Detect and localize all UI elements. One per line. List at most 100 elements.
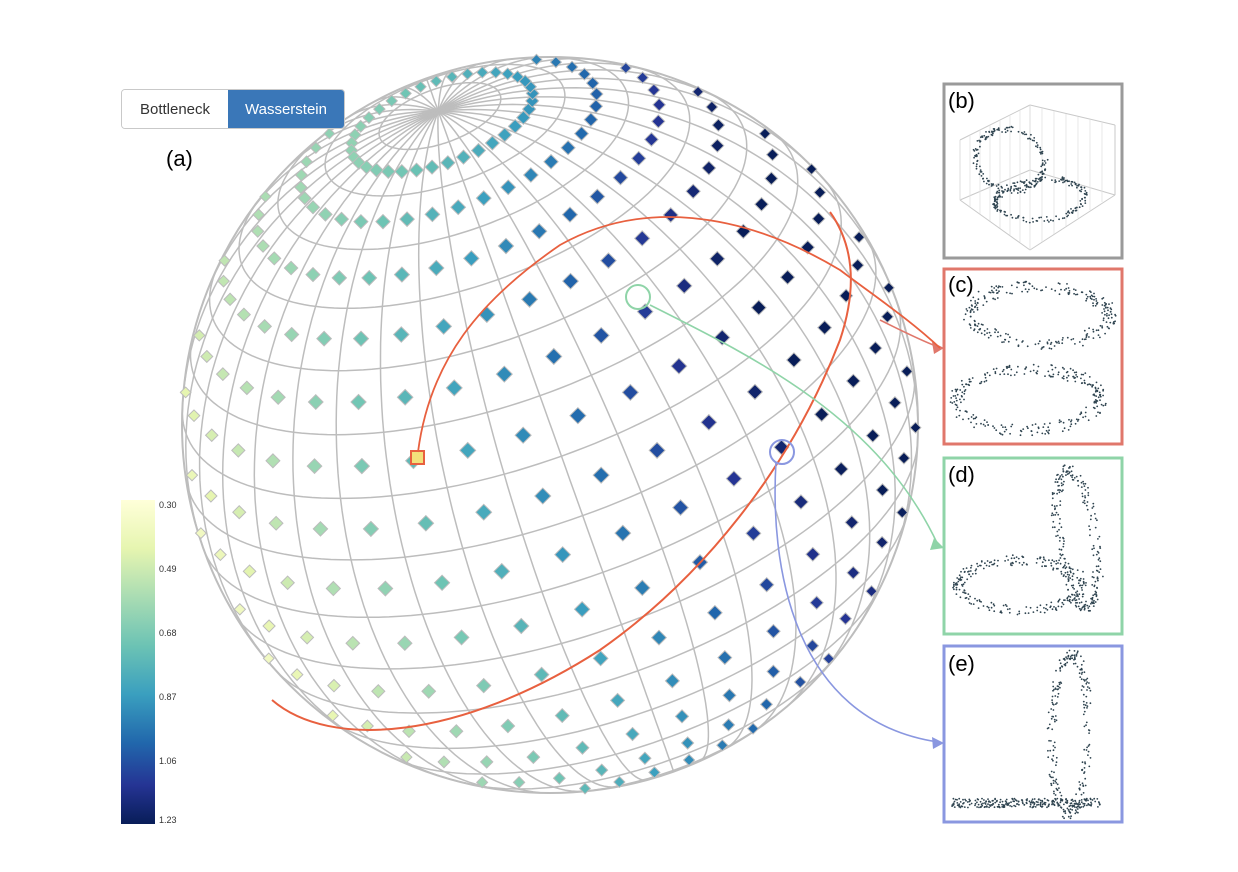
sample-marker[interactable] bbox=[408, 162, 425, 178]
sample-marker[interactable] bbox=[424, 159, 440, 175]
sample-marker[interactable] bbox=[897, 451, 911, 465]
sample-marker[interactable] bbox=[573, 126, 590, 142]
sample-marker[interactable] bbox=[534, 487, 552, 505]
sample-marker[interactable] bbox=[530, 53, 543, 66]
sample-marker[interactable] bbox=[257, 319, 273, 334]
sample-marker[interactable] bbox=[525, 93, 540, 109]
sample-marker[interactable] bbox=[583, 112, 599, 127]
sample-marker[interactable] bbox=[765, 148, 780, 162]
selected-ring-blue[interactable] bbox=[769, 439, 795, 465]
sample-marker[interactable] bbox=[766, 623, 781, 639]
sample-marker[interactable] bbox=[326, 709, 339, 722]
sample-marker[interactable] bbox=[223, 292, 237, 307]
sample-marker[interactable] bbox=[459, 441, 477, 460]
sample-marker[interactable] bbox=[327, 678, 341, 693]
sample-marker[interactable] bbox=[838, 612, 853, 626]
sample-marker[interactable] bbox=[543, 153, 559, 170]
sample-marker[interactable] bbox=[813, 185, 827, 199]
sample-marker[interactable] bbox=[745, 525, 762, 542]
sample-marker[interactable] bbox=[805, 163, 818, 176]
sample-marker[interactable] bbox=[691, 85, 705, 98]
sample-marker[interactable] bbox=[200, 349, 214, 364]
sample-marker[interactable] bbox=[589, 188, 606, 205]
sample-marker[interactable] bbox=[793, 494, 809, 510]
sample-marker[interactable] bbox=[754, 196, 769, 212]
sample-marker[interactable] bbox=[421, 683, 437, 699]
sample-marker[interactable] bbox=[489, 65, 503, 79]
sample-marker[interactable] bbox=[359, 159, 374, 175]
sample-marker[interactable] bbox=[475, 776, 489, 789]
sample-marker[interactable] bbox=[521, 290, 539, 308]
sample-marker[interactable] bbox=[353, 457, 371, 475]
sample-marker[interactable] bbox=[239, 380, 255, 396]
sample-marker[interactable] bbox=[375, 213, 391, 230]
sample-marker[interactable] bbox=[900, 365, 914, 378]
sample-marker[interactable] bbox=[633, 230, 651, 247]
sample-marker[interactable] bbox=[428, 259, 445, 277]
sample-marker[interactable] bbox=[865, 428, 880, 443]
sample-marker[interactable] bbox=[530, 223, 548, 240]
sample-marker[interactable] bbox=[805, 546, 821, 562]
sample-marker[interactable] bbox=[549, 55, 563, 69]
sample-marker[interactable] bbox=[350, 393, 367, 411]
sample-marker[interactable] bbox=[868, 341, 883, 356]
sample-marker[interactable] bbox=[213, 548, 227, 562]
sample-marker[interactable] bbox=[507, 118, 523, 134]
sample-marker[interactable] bbox=[331, 270, 348, 286]
sample-marker[interactable] bbox=[648, 441, 666, 459]
sample-marker[interactable] bbox=[845, 373, 861, 389]
sample-marker[interactable] bbox=[809, 595, 824, 610]
sample-marker[interactable] bbox=[758, 576, 775, 593]
sample-marker[interactable] bbox=[554, 708, 570, 724]
sample-marker[interactable] bbox=[800, 240, 816, 255]
sample-marker[interactable] bbox=[793, 675, 807, 689]
sample-marker[interactable] bbox=[672, 499, 689, 516]
sample-marker[interactable] bbox=[716, 739, 729, 752]
sample-marker[interactable] bbox=[711, 118, 726, 132]
wasserstein-button[interactable]: Wasserstein bbox=[228, 90, 344, 128]
sample-marker[interactable] bbox=[685, 183, 701, 200]
sample-marker[interactable] bbox=[262, 619, 276, 633]
sample-marker[interactable] bbox=[475, 677, 492, 694]
sample-marker[interactable] bbox=[297, 191, 312, 206]
sample-marker[interactable] bbox=[429, 74, 443, 88]
sample-marker[interactable] bbox=[766, 664, 781, 679]
sample-marker[interactable] bbox=[218, 254, 231, 267]
sample-marker[interactable] bbox=[631, 150, 647, 167]
sample-marker[interactable] bbox=[625, 726, 640, 742]
sample-marker[interactable] bbox=[682, 753, 696, 767]
sample-marker[interactable] bbox=[440, 155, 456, 171]
sample-marker[interactable] bbox=[305, 266, 321, 283]
sample-marker[interactable] bbox=[662, 207, 679, 223]
sample-marker[interactable] bbox=[242, 564, 257, 579]
sample-marker[interactable] bbox=[647, 83, 661, 97]
sample-marker[interactable] bbox=[833, 461, 849, 477]
sample-marker[interactable] bbox=[461, 67, 474, 81]
sample-marker[interactable] bbox=[500, 179, 517, 196]
sample-marker[interactable] bbox=[371, 684, 386, 699]
sample-marker[interactable] bbox=[497, 127, 513, 143]
sample-marker[interactable] bbox=[545, 347, 563, 366]
sample-marker[interactable] bbox=[650, 629, 667, 646]
sample-marker[interactable] bbox=[351, 155, 367, 170]
sample-marker[interactable] bbox=[909, 421, 922, 434]
sample-marker[interactable] bbox=[746, 383, 764, 401]
sample-marker[interactable] bbox=[850, 258, 865, 272]
sample-marker[interactable] bbox=[709, 250, 726, 267]
sample-marker[interactable] bbox=[512, 775, 526, 789]
sample-marker[interactable] bbox=[612, 169, 629, 186]
sample-marker[interactable] bbox=[514, 426, 532, 444]
sample-marker[interactable] bbox=[233, 603, 247, 616]
sample-marker[interactable] bbox=[565, 60, 579, 74]
sample-marker[interactable] bbox=[533, 666, 550, 683]
sample-marker[interactable] bbox=[510, 70, 525, 84]
sample-marker[interactable] bbox=[844, 515, 860, 530]
sample-marker[interactable] bbox=[585, 76, 600, 90]
sample-marker[interactable] bbox=[613, 775, 626, 789]
sample-marker[interactable] bbox=[354, 119, 368, 133]
sample-marker[interactable] bbox=[312, 520, 329, 537]
sample-marker[interactable] bbox=[307, 394, 324, 411]
sample-marker[interactable] bbox=[300, 155, 313, 169]
sample-marker[interactable] bbox=[280, 575, 296, 591]
sample-marker[interactable] bbox=[179, 386, 192, 399]
